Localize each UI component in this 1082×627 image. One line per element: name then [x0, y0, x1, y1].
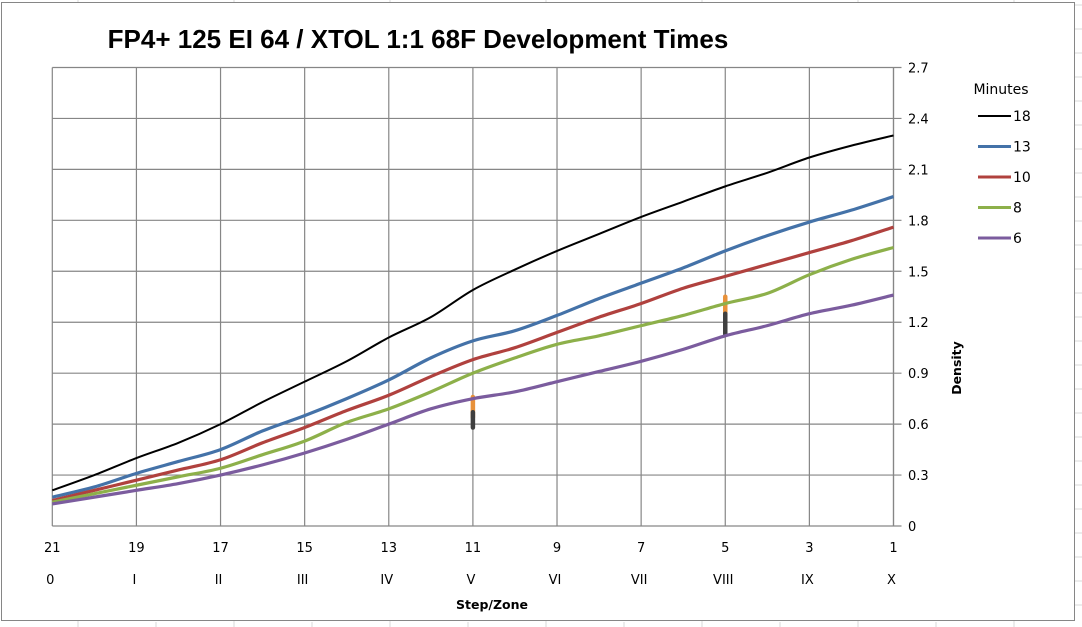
- x-axis-ticks: 21 19 17 15 13 11 9 7 5 3 1: [44, 541, 898, 556]
- x-axis-title: Step/Zone: [456, 597, 528, 612]
- zone-label: III: [297, 573, 309, 588]
- zone-labels: 0 I II III IV V VI VII VIII IX X: [46, 573, 896, 588]
- x-tick-label: 21: [44, 541, 61, 556]
- zone-label: VI: [549, 573, 562, 588]
- zone-label: II: [215, 573, 223, 588]
- zone-label: 0: [46, 573, 54, 588]
- zone-label: V: [466, 573, 475, 588]
- x-tick-label: 19: [128, 541, 145, 556]
- y-tick-label: 0: [908, 520, 916, 535]
- chart-title: FP4+ 125 EI 64 / XTOL 1:1 68F Developmen…: [108, 24, 729, 54]
- legend[interactable]: Minutes 18 13 10 8 6: [973, 82, 1030, 247]
- y-tick-label: 0.3: [908, 469, 929, 484]
- series-line-13-min[interactable]: [51, 195, 894, 499]
- x-tick-label: 7: [637, 541, 645, 556]
- zone-label: IX: [801, 573, 814, 588]
- x-tick-label: 3: [805, 541, 813, 556]
- y-tick-label: 2.4: [908, 112, 929, 127]
- series-line-18-min[interactable]: [51, 134, 894, 492]
- y-tick-label: 1.2: [908, 316, 929, 331]
- x-tick-label: 17: [212, 541, 229, 556]
- x-tick-label: 15: [296, 541, 313, 556]
- x-tick-label: 13: [381, 541, 398, 556]
- legend-title: Minutes: [973, 82, 1028, 98]
- legend-label: 8: [1013, 201, 1022, 217]
- y-tick-label: 2.7: [908, 62, 929, 77]
- y-tick-label: 1.5: [908, 265, 929, 280]
- y-tick-label: 2.1: [908, 163, 929, 178]
- x-tick-label: 11: [465, 541, 482, 556]
- x-tick-label: 1: [889, 541, 897, 556]
- series-line-10-min[interactable]: [51, 225, 894, 503]
- series-lines: [51, 134, 894, 506]
- series-line-6-min[interactable]: [52, 293, 894, 506]
- gridlines: [51, 66, 902, 527]
- zone-label: VIII: [713, 573, 733, 588]
- y-tick-label: 0.9: [908, 367, 929, 382]
- chart-area[interactable]: [1, 2, 1075, 621]
- y-axis-ticks: 0 0.3 0.6 0.9 1.2 1.5 1.8 2.1 2.4 2.7: [908, 62, 929, 536]
- y-axis-title: Density: [949, 341, 964, 395]
- x-tick-label: 5: [721, 541, 729, 556]
- zone-label: I: [132, 573, 136, 588]
- y-tick-label: 0.6: [908, 418, 929, 433]
- zone-label: X: [887, 573, 896, 588]
- y-tick-label: 1.8: [908, 214, 929, 229]
- range-markers: [470, 294, 728, 430]
- legend-label: 18: [1013, 109, 1031, 125]
- legend-label: 13: [1013, 140, 1031, 156]
- legend-label: 10: [1013, 170, 1031, 186]
- legend-label: 6: [1013, 231, 1022, 247]
- series-line-8-min[interactable]: [51, 245, 894, 504]
- x-tick-label: 9: [553, 541, 561, 556]
- zone-label: IV: [380, 573, 393, 588]
- zone-label: VII: [631, 573, 648, 588]
